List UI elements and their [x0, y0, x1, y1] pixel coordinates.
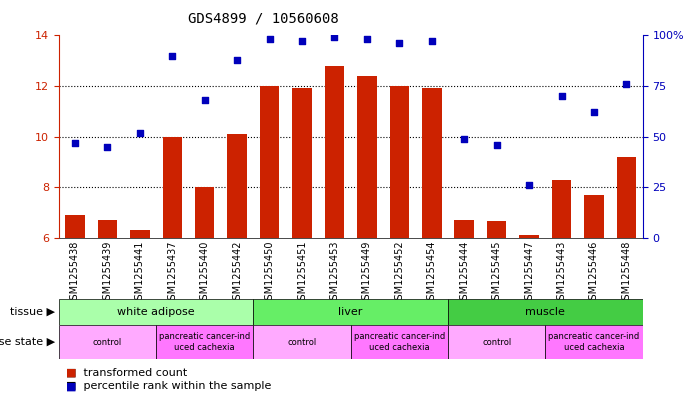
Bar: [357, 76, 377, 238]
Text: ■  transformed count: ■ transformed count: [66, 367, 187, 378]
Point: [361, 36, 372, 42]
Point: [199, 97, 210, 103]
Point: [264, 36, 275, 42]
Bar: [448, 325, 545, 359]
Text: GSM1255444: GSM1255444: [460, 241, 469, 306]
Bar: [390, 86, 409, 238]
Point: [231, 57, 243, 63]
Point: [556, 93, 567, 99]
Text: control: control: [93, 338, 122, 347]
Point: [459, 136, 470, 142]
Point: [394, 40, 405, 47]
Bar: [195, 187, 214, 238]
Bar: [520, 235, 539, 238]
Text: GSM1255452: GSM1255452: [395, 241, 404, 307]
Text: GSM1255449: GSM1255449: [362, 241, 372, 306]
Text: GSM1255453: GSM1255453: [330, 241, 339, 306]
Bar: [455, 220, 474, 238]
Bar: [545, 325, 643, 359]
Text: control: control: [482, 338, 511, 347]
Text: ■: ■: [66, 367, 76, 378]
Text: GSM1255440: GSM1255440: [200, 241, 209, 306]
Point: [134, 129, 145, 136]
Text: GSM1255438: GSM1255438: [70, 241, 80, 306]
Text: GSM1255445: GSM1255445: [492, 241, 502, 306]
Text: GSM1255447: GSM1255447: [524, 241, 534, 306]
Text: GSM1255451: GSM1255451: [297, 241, 307, 306]
Text: pancreatic cancer-ind
uced cachexia: pancreatic cancer-ind uced cachexia: [354, 332, 445, 352]
Text: GSM1255446: GSM1255446: [589, 241, 599, 306]
Text: tissue ▶: tissue ▶: [10, 307, 55, 317]
Bar: [59, 325, 156, 359]
Bar: [292, 88, 312, 238]
Text: GSM1255448: GSM1255448: [621, 241, 632, 306]
Text: GSM1255450: GSM1255450: [265, 241, 274, 306]
Point: [329, 34, 340, 40]
Bar: [65, 215, 85, 238]
Point: [69, 140, 80, 146]
Text: liver: liver: [339, 307, 363, 317]
Bar: [325, 66, 344, 238]
Point: [524, 182, 535, 188]
Text: pancreatic cancer-ind
uced cachexia: pancreatic cancer-ind uced cachexia: [549, 332, 640, 352]
Bar: [227, 134, 247, 238]
Point: [167, 52, 178, 59]
Bar: [448, 299, 643, 325]
Text: GSM1255439: GSM1255439: [102, 241, 113, 306]
Point: [296, 38, 307, 44]
Bar: [59, 299, 254, 325]
Bar: [97, 220, 117, 238]
Point: [102, 143, 113, 150]
Point: [426, 38, 437, 44]
Bar: [162, 136, 182, 238]
Point: [491, 141, 502, 148]
Bar: [350, 325, 448, 359]
Text: white adipose: white adipose: [117, 307, 195, 317]
Bar: [156, 325, 254, 359]
Text: control: control: [287, 338, 316, 347]
Text: GSM1255442: GSM1255442: [232, 241, 242, 306]
Text: disease state ▶: disease state ▶: [0, 337, 55, 347]
Bar: [130, 230, 149, 238]
Point: [589, 109, 600, 116]
Text: GSM1255437: GSM1255437: [167, 241, 178, 306]
Bar: [422, 88, 442, 238]
Text: ■: ■: [66, 381, 76, 391]
Text: GSM1255443: GSM1255443: [556, 241, 567, 306]
Bar: [254, 299, 448, 325]
Text: ■  percentile rank within the sample: ■ percentile rank within the sample: [66, 381, 271, 391]
Bar: [254, 325, 350, 359]
Text: muscle: muscle: [525, 307, 565, 317]
Bar: [552, 180, 571, 238]
Point: [621, 81, 632, 87]
Text: GDS4899 / 10560608: GDS4899 / 10560608: [188, 12, 339, 26]
Text: GSM1255441: GSM1255441: [135, 241, 145, 306]
Bar: [487, 221, 507, 238]
Bar: [260, 86, 279, 238]
Text: GSM1255454: GSM1255454: [427, 241, 437, 306]
Bar: [584, 195, 604, 238]
Bar: [616, 157, 636, 238]
Text: pancreatic cancer-ind
uced cachexia: pancreatic cancer-ind uced cachexia: [159, 332, 250, 352]
